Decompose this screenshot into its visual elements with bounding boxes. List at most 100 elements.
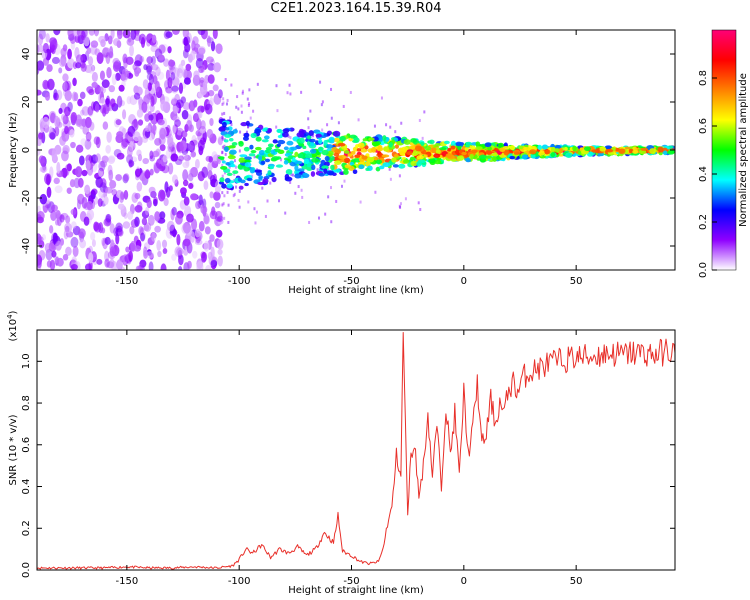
spectrogram-cell: [63, 106, 71, 117]
spectrogram-cell: [248, 88, 251, 92]
spectrogram-cell: [65, 80, 72, 91]
spectrogram-cell: [212, 30, 218, 40]
spectrogram-cell: [233, 159, 236, 163]
spectrogram-cell: [127, 211, 134, 220]
y-tick-label: 0.0: [21, 562, 32, 578]
spectrogram-cell: [155, 66, 161, 77]
spectrogram-cell: [221, 174, 224, 178]
spectrogram-cell: [224, 152, 227, 156]
spectrogram-cell: [231, 142, 238, 146]
colorbar-tick-label: 0.6: [698, 118, 709, 134]
spectrogram-cell: [222, 101, 225, 105]
spectrogram-cell: [37, 136, 43, 147]
spectrogram-cell: [215, 43, 223, 54]
spectrogram-cell: [233, 192, 236, 196]
spectrogram-cell: [382, 135, 387, 141]
colorbar: 0.0 0.2 0.4 0.6 0.8 Normalized spectral ampl…: [698, 29, 749, 278]
spectrogram-cell: [285, 169, 293, 175]
spectrogram-cell: [401, 146, 409, 152]
spectrogram-cell: [583, 146, 591, 152]
spectrogram-cell: [518, 145, 524, 150]
spectrogram-cell: [433, 153, 441, 158]
spectrogram-cell: [98, 169, 103, 177]
spectrogram-cell: [283, 146, 289, 151]
spectrogram-cell: [93, 30, 100, 37]
spectrogram-cell: [423, 110, 426, 114]
spectrogram-cell: [163, 58, 170, 67]
spectrogram-cell: [247, 124, 250, 128]
spectrogram-cell: [373, 124, 376, 128]
spectrogram-cell: [230, 122, 233, 126]
spectrogram-cell: [147, 214, 155, 226]
spectrogram-cell: [37, 233, 42, 245]
spectrogram-cell: [223, 111, 226, 115]
spectrogram-cell: [80, 62, 87, 72]
spectrogram-cell: [310, 141, 315, 147]
spectrogram-cell: [146, 250, 155, 259]
spectrogram-cell: [402, 159, 410, 164]
spectrogram-cell: [140, 232, 146, 242]
spectrogram-cell: [241, 89, 244, 93]
spectrogram-cell: [56, 161, 61, 174]
spectrogram-cell: [172, 67, 180, 79]
spectrogram-cell: [348, 165, 355, 171]
spectrogram-cell: [252, 109, 255, 113]
spectrogram-cell: [237, 107, 240, 111]
spectrogram-cell: [398, 163, 406, 169]
spectrogram-cell: [246, 97, 249, 101]
spectrogram-cell: [148, 186, 156, 194]
spectrogram-cell: [300, 90, 303, 94]
spectrogram-cell: [461, 151, 467, 156]
spectrogram-cell: [250, 150, 257, 154]
spectrogram-cell: [213, 62, 222, 73]
spectrogram-cell: [160, 99, 167, 112]
spectrogram-cell: [67, 101, 73, 112]
spectrogram-cell: [67, 30, 74, 38]
spectrogram-cell: [182, 169, 189, 182]
spectrogram-cell: [404, 197, 407, 201]
spectrogram-cell: [249, 144, 254, 150]
spectrogram-cell: [134, 204, 143, 213]
spectrogram-cell: [302, 145, 307, 150]
spectrogram-cell: [53, 30, 61, 36]
spectrogram-cell: [192, 36, 199, 46]
page-title: C2E1.2023.164.15.39.R04: [270, 1, 442, 16]
spectrogram-cell: [148, 73, 154, 86]
spectrogram-cell: [241, 91, 244, 95]
spectrogram-cell: [138, 96, 143, 108]
spectrogram-cell: [172, 124, 179, 135]
spectrogram-cell: [236, 95, 239, 99]
spectrogram-cell: [61, 150, 69, 162]
spectrogram-cell: [38, 250, 46, 261]
spectrogram-cell: [469, 154, 474, 158]
spectrogram-cell: [200, 105, 205, 113]
spectrogram-cell: [318, 138, 323, 145]
spectrogram-cell: [275, 125, 278, 129]
spectrogram-cell: [240, 179, 246, 184]
spectrogram-cell: [121, 127, 127, 135]
spectrogram-cell: [492, 156, 498, 162]
spectrogram-ticks: -150 -100 -50 0 50 40 20 0 -20 -40: [21, 30, 675, 287]
spectrogram-cell: [278, 199, 281, 203]
spectrogram-cell: [456, 155, 465, 161]
spectrogram-cell: [487, 146, 492, 151]
spectrogram-cell: [172, 76, 180, 87]
spectrogram-cell: [267, 127, 273, 133]
spectrogram-cell: [349, 90, 352, 94]
spectrogram-cell: [310, 153, 318, 158]
spectrogram-cell: [209, 210, 218, 220]
spectrogram-cell: [319, 80, 322, 84]
spectrogram-cell: [151, 232, 157, 242]
spectrogram-cell: [276, 128, 283, 134]
spectrogram-cell: [244, 182, 249, 187]
spectrogram-cell: [324, 161, 330, 167]
spectrogram-cell: [350, 150, 356, 155]
spectrogram-cell: [193, 99, 198, 108]
spectrogram-cell: [276, 143, 281, 147]
spectrogram-cell: [321, 149, 329, 156]
spectrogram-cell: [303, 158, 310, 165]
spectrogram-cell: [349, 134, 357, 139]
y-tick-label: -20: [21, 190, 32, 206]
spectrogram-cell: [388, 167, 391, 171]
spectrogram-cell: [394, 153, 399, 158]
